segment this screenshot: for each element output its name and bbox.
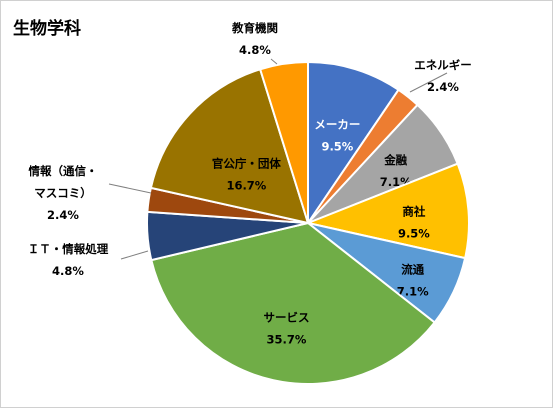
slice-name-label: 官公庁・団体 xyxy=(212,156,281,170)
chart-title: 生物学科 xyxy=(13,19,81,39)
slice-percent-label: 9.5% xyxy=(321,140,353,154)
pie-slice xyxy=(307,60,400,227)
slice-name-label: 流通 xyxy=(401,263,424,277)
slice-name-label: 情報（通信・ xyxy=(28,164,98,178)
slice-name-label: 金融 xyxy=(383,153,407,167)
leader-line xyxy=(409,72,448,93)
slice-percent-label: 2.4% xyxy=(47,208,79,222)
pie-slice xyxy=(258,60,309,224)
slice-percent-label: 4.8% xyxy=(239,43,271,57)
slice-percent-label: 2.4% xyxy=(427,80,459,94)
pie-slice xyxy=(149,68,310,225)
leader-line xyxy=(108,183,152,194)
slice-name-label: マスコミ） xyxy=(34,186,92,200)
slice-name-label: ＩＴ・情報処理 xyxy=(28,242,109,256)
slice-name-label: サービス xyxy=(264,311,310,325)
leader-line xyxy=(120,250,149,260)
slice-name-label: 商社 xyxy=(402,205,425,219)
pie-slice xyxy=(304,162,470,260)
slice-percent-label: 16.7% xyxy=(226,178,266,192)
slice-name-label: メーカー xyxy=(314,118,360,132)
slice-percent-label: 7.1% xyxy=(397,285,429,299)
slice-name-label: 教育機関 xyxy=(231,21,278,35)
slice-percent-label: 35.7% xyxy=(267,333,307,347)
leader-line xyxy=(270,58,278,65)
slice-percent-label: 4.8% xyxy=(52,264,84,278)
pie-slice xyxy=(150,221,436,385)
slice-percent-label: 9.5% xyxy=(398,227,430,241)
slice-name-label: エネルギー xyxy=(414,58,472,72)
